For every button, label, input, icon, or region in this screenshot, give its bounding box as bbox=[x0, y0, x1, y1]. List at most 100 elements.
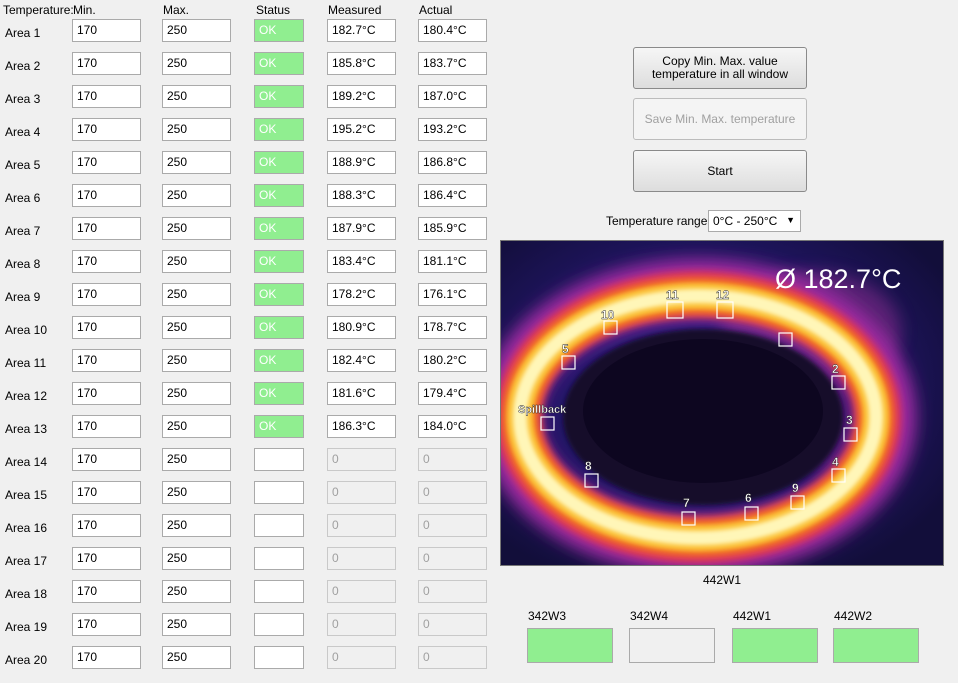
average-temperature: Ø 182.7°C bbox=[775, 264, 901, 294]
status-indicator bbox=[254, 646, 304, 669]
max-input[interactable]: 250 bbox=[162, 415, 231, 438]
actual-field: 184.0°C bbox=[418, 415, 487, 438]
area-row: Area 2 170 250 OK 185.8°C 183.7°C bbox=[0, 49, 495, 82]
area-row: Area 7 170 250 OK 187.9°C 185.9°C bbox=[0, 214, 495, 247]
marker-10: 10 bbox=[601, 308, 615, 322]
max-input[interactable]: 250 bbox=[162, 316, 231, 339]
area-label: Area 18 bbox=[5, 587, 48, 601]
area-row: Area 10 170 250 OK 180.9°C 178.7°C bbox=[0, 313, 495, 346]
min-input[interactable]: 170 bbox=[72, 283, 141, 306]
actual-field: 180.4°C bbox=[418, 19, 487, 42]
area-row: Area 19 170 250 0 0 bbox=[0, 610, 495, 643]
status-indicator: OK bbox=[254, 85, 304, 108]
copy-min-max-button[interactable]: Copy Min. Max. value temperature in all … bbox=[633, 47, 807, 89]
min-input[interactable]: 170 bbox=[72, 52, 141, 75]
area-row: Area 6 170 250 OK 188.3°C 186.4°C bbox=[0, 181, 495, 214]
measured-field: 0 bbox=[327, 580, 396, 603]
measured-field: 180.9°C bbox=[327, 316, 396, 339]
max-input[interactable]: 250 bbox=[162, 580, 231, 603]
actual-field: 176.1°C bbox=[418, 283, 487, 306]
measured-field: 0 bbox=[327, 448, 396, 471]
min-input[interactable]: 170 bbox=[72, 19, 141, 42]
actual-field: 187.0°C bbox=[418, 85, 487, 108]
min-input[interactable]: 170 bbox=[72, 580, 141, 603]
max-input[interactable]: 250 bbox=[162, 646, 231, 669]
temperature-range-select[interactable]: 0°C - 250°C ▼ bbox=[708, 210, 801, 232]
area-label: Area 4 bbox=[5, 125, 41, 139]
station-indicator-442w1 bbox=[732, 628, 818, 663]
min-input[interactable]: 170 bbox=[72, 448, 141, 471]
max-input[interactable]: 250 bbox=[162, 481, 231, 504]
min-input[interactable]: 170 bbox=[72, 514, 141, 537]
area-label: Area 15 bbox=[5, 488, 48, 502]
status-indicator bbox=[254, 481, 304, 504]
min-input[interactable]: 170 bbox=[72, 217, 141, 240]
start-button[interactable]: Start bbox=[633, 150, 807, 192]
actual-field: 181.1°C bbox=[418, 250, 487, 273]
max-input[interactable]: 250 bbox=[162, 19, 231, 42]
measured-field: 0 bbox=[327, 646, 396, 669]
max-input[interactable]: 250 bbox=[162, 118, 231, 141]
status-indicator: OK bbox=[254, 118, 304, 141]
min-input[interactable]: 170 bbox=[72, 184, 141, 207]
status-indicator: OK bbox=[254, 349, 304, 372]
measured-field: 0 bbox=[327, 613, 396, 636]
status-indicator: OK bbox=[254, 415, 304, 438]
area-row: Area 12 170 250 OK 181.6°C 179.4°C bbox=[0, 379, 495, 412]
max-input[interactable]: 250 bbox=[162, 613, 231, 636]
save-min-max-button[interactable]: Save Min. Max. temperature bbox=[633, 98, 807, 140]
min-input[interactable]: 170 bbox=[72, 382, 141, 405]
min-input[interactable]: 170 bbox=[72, 118, 141, 141]
min-input[interactable]: 170 bbox=[72, 646, 141, 669]
min-input[interactable]: 170 bbox=[72, 415, 141, 438]
area-row: Area 8 170 250 OK 183.4°C 181.1°C bbox=[0, 247, 495, 280]
max-input[interactable]: 250 bbox=[162, 85, 231, 108]
max-input[interactable]: 250 bbox=[162, 283, 231, 306]
actual-field: 185.9°C bbox=[418, 217, 487, 240]
max-input[interactable]: 250 bbox=[162, 250, 231, 273]
max-input[interactable]: 250 bbox=[162, 547, 231, 570]
min-input[interactable]: 170 bbox=[72, 316, 141, 339]
thermal-image: 11 12 10 5 2 Spillback 3 4 8 7 6 9 Ø 182… bbox=[500, 240, 944, 566]
measured-field: 182.4°C bbox=[327, 349, 396, 372]
station-indicator-342w4 bbox=[629, 628, 715, 663]
status-indicator: OK bbox=[254, 382, 304, 405]
header-measured: Measured bbox=[328, 3, 382, 17]
area-row: Area 17 170 250 0 0 bbox=[0, 544, 495, 577]
min-input[interactable]: 170 bbox=[72, 151, 141, 174]
max-input[interactable]: 250 bbox=[162, 382, 231, 405]
area-label: Area 11 bbox=[5, 356, 47, 370]
min-input[interactable]: 170 bbox=[72, 250, 141, 273]
marker-12: 12 bbox=[716, 288, 730, 302]
actual-field: 186.4°C bbox=[418, 184, 487, 207]
status-indicator: OK bbox=[254, 250, 304, 273]
max-input[interactable]: 250 bbox=[162, 448, 231, 471]
measured-field: 188.9°C bbox=[327, 151, 396, 174]
status-indicator: OK bbox=[254, 283, 304, 306]
measured-field: 189.2°C bbox=[327, 85, 396, 108]
actual-field: 0 bbox=[418, 481, 487, 504]
min-input[interactable]: 170 bbox=[72, 613, 141, 636]
measured-field: 188.3°C bbox=[327, 184, 396, 207]
station-indicator-342w3 bbox=[527, 628, 613, 663]
marker-7: 7 bbox=[683, 496, 690, 510]
min-input[interactable]: 170 bbox=[72, 481, 141, 504]
max-input[interactable]: 250 bbox=[162, 52, 231, 75]
area-label: Area 5 bbox=[5, 158, 41, 172]
measured-field: 182.7°C bbox=[327, 19, 396, 42]
max-input[interactable]: 250 bbox=[162, 217, 231, 240]
min-input[interactable]: 170 bbox=[72, 547, 141, 570]
min-input[interactable]: 170 bbox=[72, 85, 141, 108]
area-row: Area 4 170 250 OK 195.2°C 193.2°C bbox=[0, 115, 495, 148]
marker-9: 9 bbox=[792, 481, 799, 495]
start-label: Start bbox=[707, 163, 733, 178]
marker-3: 3 bbox=[846, 413, 853, 427]
max-input[interactable]: 250 bbox=[162, 151, 231, 174]
max-input[interactable]: 250 bbox=[162, 184, 231, 207]
min-input[interactable]: 170 bbox=[72, 349, 141, 372]
max-input[interactable]: 250 bbox=[162, 514, 231, 537]
area-label: Area 20 bbox=[5, 653, 48, 667]
actual-field: 0 bbox=[418, 613, 487, 636]
max-input[interactable]: 250 bbox=[162, 349, 231, 372]
marker-6: 6 bbox=[745, 491, 752, 505]
